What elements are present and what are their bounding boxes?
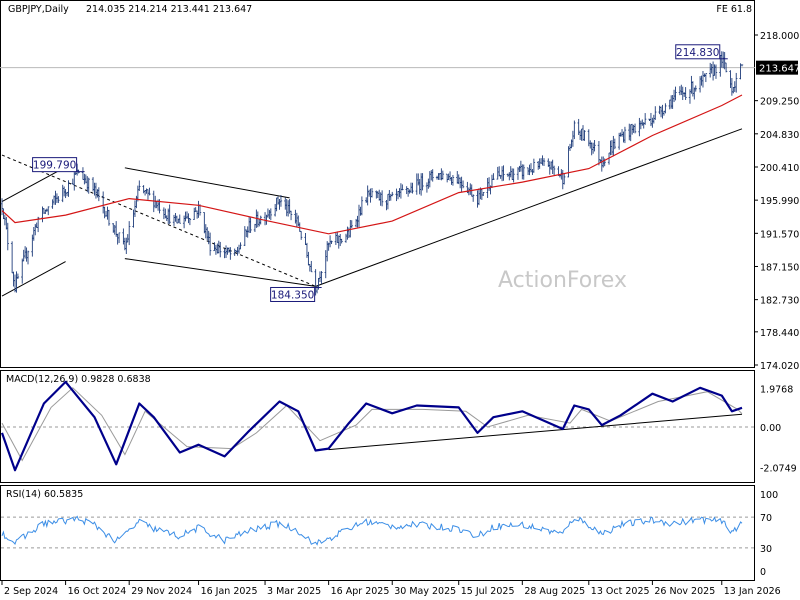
rsi-tick-label: 70	[760, 513, 772, 524]
rsi-plot	[1, 515, 754, 549]
date-tick-label: 28 Aug 2025	[524, 586, 585, 597]
macd-label: MACD(12,26,9) 0.9828 0.6838	[6, 374, 151, 385]
price-bars	[0, 51, 744, 296]
axis-tick-label: 218.000	[760, 31, 799, 42]
axis-tick-label: 178.440	[760, 328, 799, 339]
annotation-label: 184.350	[271, 289, 314, 301]
rsi-tick-label: 100	[760, 490, 778, 501]
rsi-panel-frame	[0, 485, 755, 581]
macd-axis: 1.9768 0.00 -2.0749	[760, 384, 797, 474]
rsi-tick-label: 0	[760, 567, 766, 578]
trend-line	[1, 154, 316, 287]
date-tick-label: 3 Mar 2025	[267, 586, 321, 597]
axis-tick-label: 200.410	[760, 163, 799, 174]
axis-tick-label: 187.150	[760, 262, 799, 273]
trend-line	[315, 128, 743, 287]
date-tick-label: 16 Oct 2024	[68, 586, 127, 597]
current-price-label: 213.647	[759, 64, 800, 75]
macd-line	[0, 380, 743, 472]
macd-tick-label: 0.00	[760, 423, 781, 434]
fe-label: FE 61.8	[716, 4, 752, 15]
axis-tick-label: 195.990	[760, 196, 799, 207]
axis-tick-label: 209.250	[760, 97, 799, 108]
date-tick-label: 15 Jul 2025	[461, 586, 515, 597]
annotation-box	[32, 157, 78, 173]
axis-tick-label: 191.570	[760, 229, 799, 240]
date-tick-label: 26 Nov 2025	[654, 586, 715, 597]
macd-trend-line	[328, 413, 743, 451]
annotation-box	[675, 44, 721, 60]
date-tick-label: 30 May 2025	[394, 586, 456, 597]
rsi-label: RSI(14) 60.5835	[6, 489, 83, 500]
date-tick-label: 29 Nov 2024	[131, 586, 192, 597]
macd-tick-label: 1.9768	[760, 384, 793, 395]
macd-tick-label: -2.0749	[760, 464, 797, 475]
axis-tick-label: 204.830	[760, 130, 799, 141]
price-trend-lines	[1, 128, 743, 297]
date-tick-label: 2 Sep 2024	[4, 586, 58, 597]
date-axis: 2 Sep 2024 16 Oct 2024 29 Nov 2024 16 Jan 2…	[1, 581, 781, 597]
rsi-line	[1, 515, 743, 546]
rsi-tick-label: 30	[760, 544, 772, 555]
macd-plot	[0, 380, 754, 472]
axis-tick-label: 182.730	[760, 296, 799, 307]
trend-line	[124, 167, 290, 199]
price-annotations: 199.790 184.350 214.830	[32, 44, 728, 302]
trend-line	[1, 166, 66, 203]
moving-average	[1, 94, 743, 235]
axis-tick-label: 174.020	[760, 361, 799, 372]
trend-line	[124, 258, 316, 287]
date-tick-label: 16 Jan 2025	[201, 586, 258, 597]
annotation-box	[270, 286, 316, 302]
rsi-axis: 100 70 30 0	[760, 490, 778, 578]
current-price-tag	[756, 60, 798, 75]
trend-line	[1, 261, 66, 297]
watermark: ActionForex	[498, 268, 627, 293]
price-axis: 218.000 213.647 209.250 204.830 200.410 195.9…	[755, 31, 800, 372]
date-tick-label: 16 Apr 2025	[331, 586, 390, 597]
ohlc-readout: 214.035 214.214 213.441 213.647	[86, 4, 252, 15]
price-panel-frame	[0, 0, 755, 368]
macd-panel-frame	[0, 370, 755, 483]
date-tick-label: 13 Jan 2026	[724, 586, 781, 597]
symbol-title: GBPJPY,Daily	[8, 4, 69, 15]
date-tick-label: 13 Oct 2025	[591, 586, 650, 597]
annotation-label: 199.790	[33, 160, 76, 172]
annotation-label: 214.830	[676, 47, 719, 59]
moving-average-line	[1, 94, 743, 235]
